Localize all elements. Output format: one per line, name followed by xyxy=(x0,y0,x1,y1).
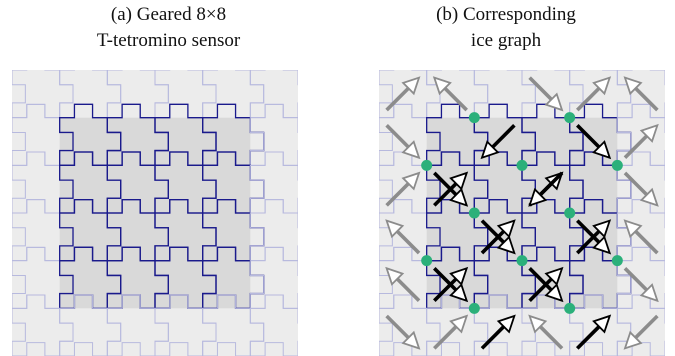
tetromino-cell-outer xyxy=(569,294,632,356)
graph-node xyxy=(611,255,623,267)
edge-arrow xyxy=(528,266,564,302)
tetromino-cell-outer xyxy=(249,103,298,166)
edge-arrow xyxy=(576,314,612,350)
tetromino-cell-outer xyxy=(12,294,74,356)
sensor-diagram xyxy=(12,70,298,356)
outer-arrow xyxy=(385,314,421,350)
tetromino-cell-outer xyxy=(249,151,298,214)
tetromino-cell-outer xyxy=(616,246,665,309)
caption-a-line1: (a) Geared 8×8 xyxy=(110,4,227,25)
tetromino-cell-outer xyxy=(249,70,298,119)
edge-arrow xyxy=(433,171,469,207)
graph-node xyxy=(468,207,480,219)
tetromino-cell-outer xyxy=(616,103,665,166)
edge-arrow xyxy=(576,124,612,160)
edge-arrow xyxy=(480,219,516,255)
edge-arrow xyxy=(480,314,516,350)
outer-arrow xyxy=(623,267,659,303)
tetromino-cell-outer xyxy=(154,294,217,356)
caption-a: (a) Geared 8×8 T-tetromino sensor xyxy=(0,2,337,54)
caption-b: (b) Corresponding ice graph xyxy=(337,2,675,54)
caption-b-line2: ice graph xyxy=(470,30,542,51)
tetromino-cell-outer xyxy=(249,246,298,309)
caption-a-line2: T-tetromino sensor xyxy=(96,30,241,51)
edge-arrow xyxy=(433,267,469,303)
tetromino-cell-outer xyxy=(616,199,665,262)
outer-arrow xyxy=(623,314,659,350)
outer-arrow xyxy=(528,314,564,350)
edge-arrow xyxy=(480,124,516,160)
edge-arrow xyxy=(576,219,612,255)
edge-arrow xyxy=(576,219,612,255)
graph-node xyxy=(564,207,576,219)
tetromino-cell-outer xyxy=(473,294,536,356)
edge-arrow xyxy=(480,219,516,255)
tetromino-cell-outer xyxy=(616,70,665,119)
edge-arrow xyxy=(433,266,469,302)
outer-arrow xyxy=(385,124,421,160)
panel-ice-graph xyxy=(379,70,665,356)
outer-arrow xyxy=(385,266,421,302)
outer-arrow xyxy=(385,171,421,207)
graph-node xyxy=(611,159,623,171)
graph-node xyxy=(516,159,528,171)
tetromino-cell-outer xyxy=(202,294,265,356)
graph-node xyxy=(468,112,480,124)
panel-geared-sensor xyxy=(12,70,298,356)
tetromino-cell-outer xyxy=(106,294,169,356)
outer-arrow xyxy=(623,123,659,159)
graph-node xyxy=(516,255,528,267)
outer-arrow xyxy=(432,76,468,112)
tetromino-cell-outer xyxy=(616,151,665,214)
sensor-tetromino-cells xyxy=(12,70,298,356)
edge-arrow xyxy=(433,171,469,207)
outer-arrow xyxy=(385,219,421,255)
ice-graph-diagram xyxy=(379,70,665,356)
graph-node xyxy=(421,255,433,267)
outer-arrow xyxy=(528,76,564,112)
tetromino-cell-outer xyxy=(379,294,441,356)
tetromino-cell-outer xyxy=(521,294,584,356)
outer-arrow xyxy=(433,314,469,350)
graph-node xyxy=(564,112,576,124)
tetromino-cell-outer xyxy=(59,294,122,356)
caption-b-line1: (b) Corresponding xyxy=(436,4,576,25)
tetromino-cell-outer xyxy=(249,294,298,356)
outer-arrow xyxy=(385,76,421,112)
edge-arrow xyxy=(528,171,564,207)
graph-node xyxy=(421,159,433,171)
tetromino-cell-outer xyxy=(249,199,298,262)
graph-node xyxy=(468,302,480,314)
edge-arrow xyxy=(528,267,564,303)
outer-arrow xyxy=(623,219,659,255)
outer-arrow xyxy=(576,76,612,112)
outer-arrow xyxy=(623,171,659,207)
outer-arrow xyxy=(623,76,659,112)
tetromino-cell-outer xyxy=(616,294,665,356)
tetromino-cell-outer xyxy=(426,294,489,356)
graph-node xyxy=(564,302,576,314)
